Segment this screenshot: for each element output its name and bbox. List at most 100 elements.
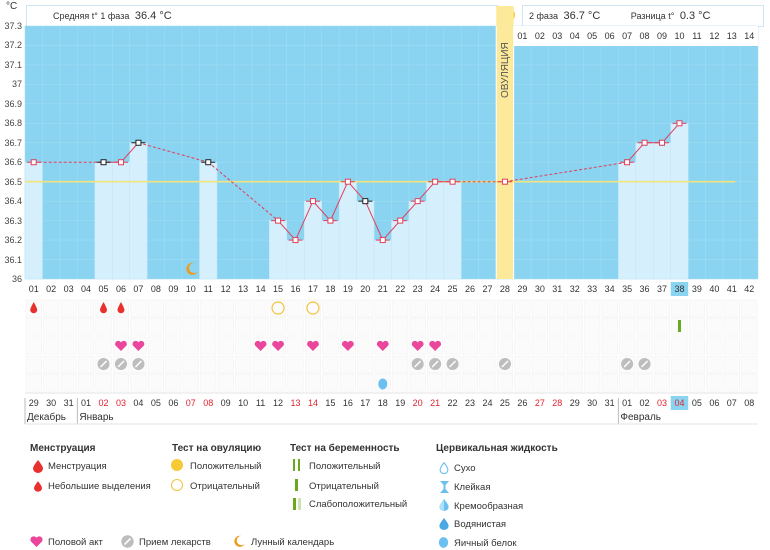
calendar-date-label: 03 [656,398,667,408]
intercourse-heart-icon [429,340,442,351]
medication-pill-line [134,360,142,368]
cervical-watery-icon [439,518,449,532]
marker-cell [357,373,374,392]
marker-cell [165,336,182,355]
marker-cell [671,373,688,392]
temperature-line-dashed [207,161,279,221]
y-tick-label: 36.2 [4,235,22,246]
temperature-line [347,181,366,202]
marker-cell [741,317,758,336]
marker-cell [601,299,618,318]
legend-ovulation-test-title: Тест на овуляцию [172,443,262,454]
calendar-date-label: 10 [238,398,249,408]
cycle-day-label: 30 [534,284,545,294]
marker-cell [147,299,164,318]
marker-cell [339,355,356,374]
temperature-bar [373,239,392,280]
marker-cell [601,336,618,355]
temperature-line [295,200,314,241]
phase2-label: 2 фаза [529,11,558,21]
medication-pill-line [100,360,108,368]
medication-pill-line [641,360,649,368]
temperature-bar [670,123,689,280]
marker-cell [200,373,217,392]
marker-cell [601,317,618,336]
intercourse-heart-icon [272,340,284,351]
cycle-day-label: 16 [290,284,301,294]
marker-cell [357,336,374,355]
temperature-bar [635,142,654,280]
temperature-point [100,159,107,166]
marker-cell [427,299,444,318]
cycle-day-label: 26 [465,284,476,294]
ovulation-negative-icon [171,479,183,491]
menstruation-drop-icon [30,302,38,314]
marker-cell [479,373,496,392]
marker-cell [619,317,636,336]
marker-cell [252,373,269,392]
legend-menstruation: Менструация [48,461,107,472]
marker-cell [427,317,444,336]
marker-cell [95,373,112,392]
cycle-day-label: 08 [150,284,161,294]
temperature-line [626,142,645,163]
marker-cell [78,317,95,336]
marker-cell [270,355,287,374]
calendar-date-label: 20 [412,398,423,408]
marker-cell [182,355,199,374]
marker-cell [217,317,234,336]
marker-cell [671,299,688,318]
temperature-point [135,139,142,146]
cycle-day-label: 35 [622,284,633,294]
temperature-point [205,159,212,166]
legend-ovulation-positive: Положительный [190,461,262,472]
calendar-date-label: 24 [482,398,493,408]
temperature-bar [269,220,288,280]
marker-cell [235,373,252,392]
marker-cell [165,317,182,336]
cycle-day-label: 17 [307,284,318,294]
y-tick-label: 36.5 [4,176,22,187]
marker-cell [671,336,688,355]
temperature-bar [94,161,113,280]
marker-cell [200,299,217,318]
marker-cell [706,336,723,355]
calendar-date-label: 07 [185,398,196,408]
temperature-point [292,237,299,244]
temperature-bar [129,142,148,280]
medication-pill-line [117,360,125,368]
calendar-date-label: 30 [46,398,57,408]
marker-cell [531,317,548,336]
marker-cell [444,299,461,318]
marker-cell [444,317,461,336]
marker-cell [462,336,479,355]
post-ovulation-day: 02 [534,31,545,41]
cycle-day-label: 06 [115,284,126,294]
marker-cell [165,299,182,318]
cycle-day-label: 01 [28,284,39,294]
medication-pill-line [414,360,422,368]
calendar-date-label: 29 [28,398,39,408]
calendar-date-label: 06 [168,398,179,408]
marker-cell [270,317,287,336]
marker-cell [235,317,252,336]
ovulation-label: ОВУЛЯЦИЯ [500,42,511,98]
cervical-fluid-icon [378,378,388,390]
marker-cell [322,355,339,374]
marker-cell [723,373,740,392]
legend-cervical-title: Цервикальная жидкость [436,443,558,454]
month-label: Февраль [620,412,662,423]
calendar-date-label: 07 [726,398,737,408]
post-ovulation-day: 05 [587,31,598,41]
menstruation-drop-icon [117,302,125,314]
marker-cell [374,299,391,318]
temperature-line-dashed [138,142,209,163]
marker-cell [252,317,269,336]
calendar-date-label: 14 [307,398,318,408]
legend-ovulation-negative: Отрицательный [190,481,260,492]
marker-cell [182,299,199,318]
marker-cell [496,317,513,336]
marker-cell [549,373,566,392]
marker-cell [654,317,670,336]
